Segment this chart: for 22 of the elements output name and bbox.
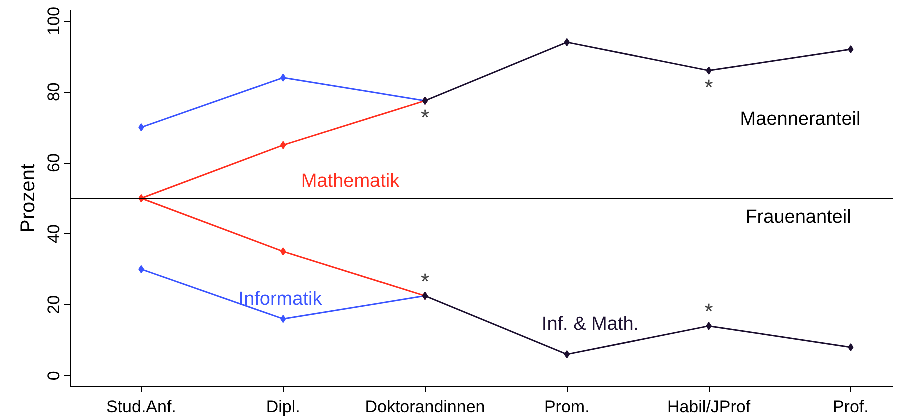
text: Informatik (238, 289, 323, 310)
y-tick-label: 40 (44, 224, 64, 244)
x-tick-label: Doktorandinnen (365, 398, 486, 416)
y-tick-label: 100 (44, 6, 64, 36)
annotation: Maenneranteil (740, 109, 861, 130)
text: Inf. & Math. (542, 314, 640, 335)
y-tick-label: 80 (44, 82, 64, 102)
y-tick-label: 20 (44, 295, 64, 314)
annotation: * (420, 269, 430, 294)
x-tick-label: Dipl. (266, 398, 300, 416)
x-tick-label: Prom. (544, 398, 590, 416)
annotation: * (420, 104, 430, 130)
x-tick-label: Stud.Anf. (106, 398, 176, 416)
series-label: Mathematik (301, 171, 400, 192)
y-axis-title: Prozent (18, 164, 40, 233)
y-tick-label: 0 (44, 371, 64, 381)
x-tick-label: Habil/JProf (667, 398, 751, 416)
x-tick-label: Prof. (832, 398, 869, 416)
annotation: Frauenanteil (746, 207, 852, 228)
y-tick-label: 60 (44, 154, 64, 172)
annotation: * (704, 74, 714, 100)
annotation: * (704, 299, 714, 324)
